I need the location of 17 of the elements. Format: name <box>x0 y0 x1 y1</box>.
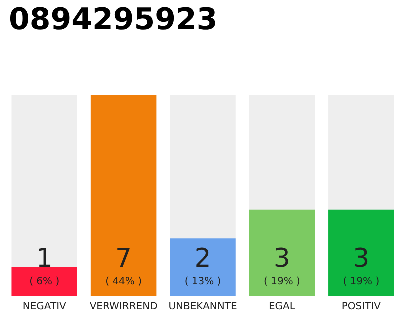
x-tick-label: POSITIV <box>342 302 382 312</box>
data-label: 2 <box>194 244 212 274</box>
annotation: ( 13% ) <box>184 276 222 288</box>
annotation: ( 44% ) <box>106 276 142 288</box>
x-tick-label: UNBEKANNTE <box>168 302 238 312</box>
data-label: 7 <box>116 244 132 274</box>
data-label: 3 <box>274 244 290 274</box>
bar <box>12 267 78 296</box>
annotation: ( 19% ) <box>343 276 380 288</box>
chart-title: 0894295923 <box>9 2 218 38</box>
data-label: 3 <box>353 244 370 274</box>
annotation: ( 19% ) <box>264 276 300 288</box>
data-label: 1 <box>36 244 53 274</box>
x-tick-label: VERWIRREND <box>90 302 158 312</box>
x-tick-label: NEGATIV <box>22 302 67 312</box>
x-tick-label: EGAL <box>268 302 296 312</box>
annotation: ( 6% ) <box>30 276 60 288</box>
